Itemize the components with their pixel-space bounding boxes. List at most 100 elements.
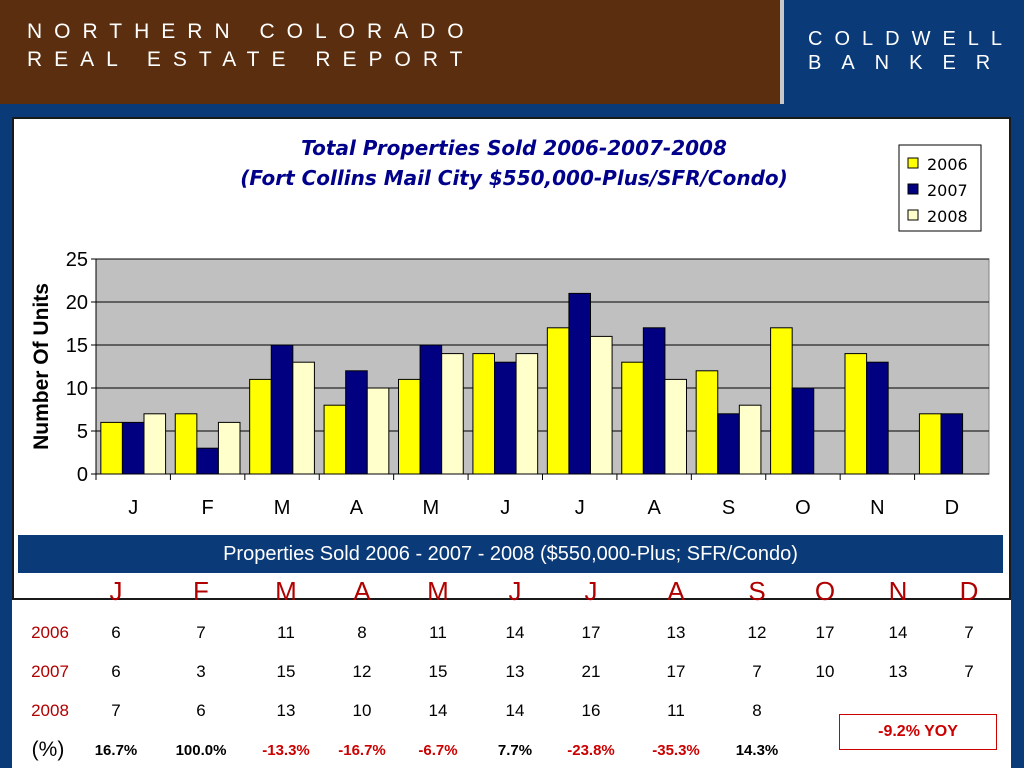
table-pct-cell: -16.7%	[338, 742, 386, 759]
table-month-header: M	[427, 576, 449, 606]
bar-2006-0	[100, 421, 123, 475]
y-tick-label: 25	[66, 249, 88, 271]
plot-area	[95, 258, 990, 475]
bar-2006-7	[621, 361, 644, 475]
legend-swatch-2008	[907, 209, 919, 221]
x-tick-label: M	[423, 497, 440, 519]
bar-2006-2	[249, 378, 272, 475]
bar-2008-2	[292, 361, 315, 475]
bar-2006-1	[174, 413, 198, 475]
table-month-header: O	[814, 576, 836, 606]
y-tick-label: 15	[66, 335, 88, 357]
right-edge	[1011, 117, 1024, 768]
x-tick-label: O	[795, 497, 811, 519]
slide-body: Total Properties Sold 2006-2007-2008 (For…	[12, 117, 1011, 768]
table-cell: 10	[352, 701, 372, 720]
bar-2006-5	[472, 353, 496, 475]
table-pct-cell: 14.3%	[735, 742, 779, 759]
table-cell: 7	[196, 623, 206, 642]
bar-2006-9	[770, 327, 793, 475]
table-month-header: N	[888, 576, 908, 606]
bar-2008-3	[366, 387, 390, 475]
bar-2008-1	[217, 421, 241, 475]
bar-2008-4	[441, 353, 464, 475]
brand-line-1: NORTHERN COLORADO	[27, 20, 476, 43]
table-pct-cell: -23.8%	[567, 742, 615, 759]
table-title: Properties Sold 2006 - 2007 - 2008 ($550…	[18, 535, 1003, 573]
table-cell: 7	[964, 623, 974, 642]
bar-2007-7	[642, 327, 666, 475]
x-tick-label: F	[202, 497, 214, 519]
table-cell: 12	[352, 662, 372, 681]
table-pct-cell: -6.7%	[418, 742, 458, 759]
table-month-header: J	[584, 576, 598, 606]
table-pct-cell: 100.0%	[175, 742, 227, 759]
table-cell: 6	[111, 623, 121, 642]
bar-2007-3	[345, 370, 368, 475]
y-axis-label: Number Of Units	[30, 283, 53, 450]
bar-2007-1	[196, 447, 219, 475]
bar-2008-7	[664, 378, 687, 475]
table-year-label: 2007	[31, 662, 69, 681]
table-cell: 12	[747, 623, 767, 642]
table-pct-cell: -13.3%	[262, 742, 310, 759]
table-cell: 13	[888, 662, 908, 681]
table-cell: 8	[357, 623, 367, 642]
table-cell: 17	[581, 623, 601, 642]
x-tick-label: J	[575, 497, 585, 519]
table-cell: 17	[666, 662, 686, 681]
table-cell: 14	[428, 701, 448, 720]
legend-label-2008: 2008	[927, 207, 968, 226]
bar-2006-3	[323, 404, 347, 475]
table-cell: 8	[752, 701, 762, 720]
table-cell: 13	[666, 623, 686, 642]
table-pct-cell: -35.3%	[652, 742, 700, 759]
chart-frame: Total Properties Sold 2006-2007-2008 (For…	[12, 117, 1011, 600]
header-brand-panel: NORTHERN COLORADO REAL ESTATE REPORT	[0, 0, 780, 104]
bar-2008-5	[515, 353, 539, 475]
x-tick-label: A	[647, 497, 661, 519]
table-month-header: A	[353, 576, 371, 606]
table-year-label: 2008	[31, 701, 69, 720]
table-cell: 6	[111, 662, 121, 681]
bar-2008-6	[589, 335, 613, 475]
table-cell: 10	[815, 662, 835, 681]
table-month-header: F	[193, 576, 209, 606]
y-tick-label: 20	[66, 292, 88, 314]
bar-2006-6	[546, 327, 570, 475]
table-month-header: J	[508, 576, 522, 606]
y-tick-label: 5	[77, 421, 88, 443]
legend-swatch-2007	[907, 183, 919, 195]
table-pct-cell: 16.7%	[94, 742, 138, 759]
table-cell: 16	[581, 701, 601, 720]
chart-title: Total Properties Sold 2006-2007-2008	[301, 136, 727, 160]
x-tick-label: D	[945, 497, 959, 519]
bar-2007-8	[717, 413, 740, 475]
bar-2007-6	[568, 292, 591, 475]
table-cell: 7	[111, 701, 121, 720]
table-cell: 7	[752, 662, 762, 681]
table-year-label: 2006	[31, 623, 69, 642]
legend-label-2007: 2007	[927, 181, 968, 200]
x-tick-label: A	[350, 497, 364, 519]
bar-2008-8	[738, 404, 762, 475]
table-cell: 3	[196, 662, 206, 681]
x-tick-label: S	[722, 497, 735, 519]
bar-2007-11	[940, 413, 964, 475]
header-divider	[780, 0, 784, 104]
table-cell: 17	[815, 623, 835, 642]
table-cell: 11	[429, 623, 447, 642]
bar-2006-8	[695, 370, 719, 475]
logo-line-2: BANKER	[808, 52, 1011, 74]
x-tick-label: N	[870, 497, 884, 519]
table-cell: 11	[277, 623, 295, 642]
y-tick-label: 10	[66, 378, 88, 400]
x-tick-label: J	[128, 497, 138, 519]
table-cell: 14	[888, 623, 908, 642]
table-cell: 14	[505, 701, 525, 720]
table-pct-cell: 7.7%	[497, 742, 533, 759]
bar-2007-5	[494, 361, 517, 475]
table-cell: 15	[276, 662, 296, 681]
table-cell: 21	[581, 662, 601, 681]
bar-2006-10	[844, 353, 868, 475]
